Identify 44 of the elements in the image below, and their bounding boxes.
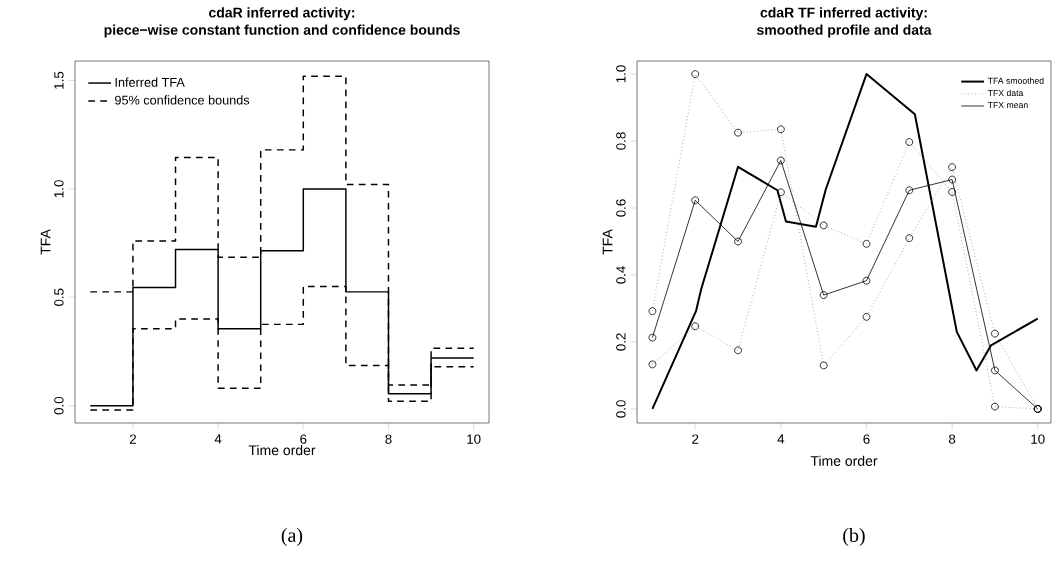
x-tick-label: 4	[214, 434, 222, 444]
x-tick-label: 8	[948, 434, 956, 444]
text: (a)	[281, 527, 303, 547]
chart-title: cdaR inferred activity:	[209, 7, 355, 21]
text: (b)	[843, 527, 865, 547]
x-axis-title: Time order	[248, 444, 316, 456]
point	[991, 366, 999, 375]
point	[819, 291, 828, 299]
chart-title: cdaR TF inferred activity:	[760, 7, 927, 21]
legend-label: Inferred TFA	[115, 77, 185, 87]
chart-subtitle: smoothed profile and data	[757, 24, 932, 38]
x-tick-label: 10	[467, 434, 481, 444]
y-tick-label: 0.5	[54, 288, 64, 307]
point	[776, 156, 785, 165]
x-axis-title: Time order	[810, 455, 878, 466]
point	[691, 196, 700, 205]
x-tick-label: 2	[692, 434, 699, 444]
y-tick-label: 0.0	[616, 400, 626, 418]
y-tick-label: 0.2	[616, 333, 626, 351]
y-axis-title: TFA	[40, 229, 51, 255]
x-tick-label: 2	[129, 434, 136, 444]
x-tick-label: 8	[385, 434, 392, 444]
x-tick-label: 10	[1031, 434, 1045, 444]
x-tick-label: 6	[300, 434, 307, 444]
y-tick-label: 0.6	[616, 199, 626, 217]
y-tick-label: 0.8	[616, 132, 626, 150]
x-tick-label: 6	[863, 434, 870, 444]
y-tick-label: 1.0	[616, 65, 626, 83]
x-tick-label: 4	[777, 434, 785, 444]
y-tick-label: 1.5	[54, 71, 64, 89]
point	[862, 276, 871, 285]
point	[648, 333, 657, 342]
y-tick-label: 0.0	[54, 396, 64, 415]
point	[734, 237, 742, 246]
y-tick-label: 1.0	[54, 180, 64, 198]
chart-subtitle: piece−wise constant function and confidence bounds	[104, 24, 460, 38]
legend-label: TFX data	[987, 89, 1024, 97]
y-tick-label: 0.4	[616, 266, 626, 284]
point	[948, 175, 956, 184]
legend-label: TFX mean	[987, 102, 1028, 109]
legend-label: TFA smoothed	[987, 77, 1044, 84]
legend-label: 95% confidence bounds	[115, 95, 250, 105]
y-axis-title: TFA	[602, 229, 613, 255]
point	[905, 186, 914, 195]
